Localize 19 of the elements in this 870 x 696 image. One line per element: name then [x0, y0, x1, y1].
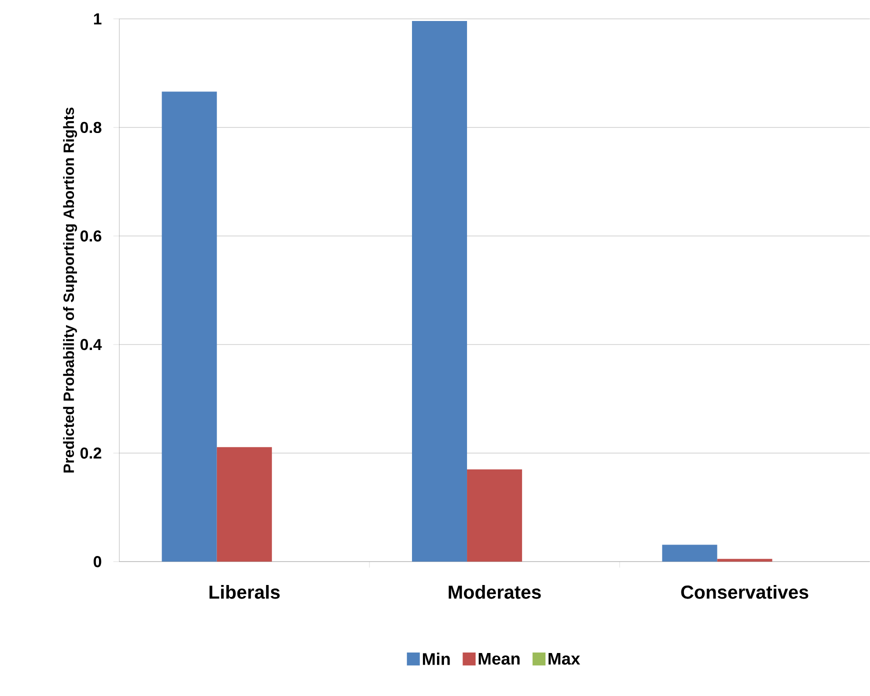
- y-tick-label: 0.2: [80, 448, 102, 459]
- x-tick-label: Moderates: [448, 585, 541, 599]
- bar: [216, 447, 272, 562]
- y-tick-label: 0.4: [80, 339, 102, 350]
- y-tick-label: 0: [94, 556, 102, 568]
- x-tick-label: Conservatives: [681, 585, 808, 599]
- bar: [412, 21, 468, 562]
- legend-label: Mean: [478, 653, 520, 665]
- y-tick-label: 1: [94, 14, 102, 24]
- x-tick-label: Liberals: [210, 585, 280, 599]
- y-tick-label: 0.8: [80, 122, 102, 134]
- bar: [662, 544, 718, 562]
- bar: [717, 558, 772, 562]
- legend-label: Min: [422, 652, 450, 665]
- y-axis-title: Predicted Probability of Supporting Abortion Rights: [63, 108, 78, 473]
- legend-label: Max: [548, 653, 580, 665]
- y-tick-label: 0.6: [80, 230, 102, 242]
- bar: [162, 92, 217, 562]
- bar: [467, 469, 522, 562]
